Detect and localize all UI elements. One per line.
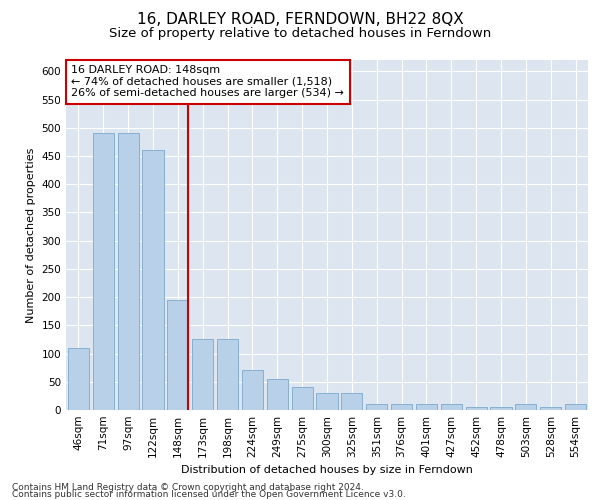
X-axis label: Distribution of detached houses by size in Ferndown: Distribution of detached houses by size … xyxy=(181,466,473,475)
Bar xyxy=(366,404,387,410)
Bar xyxy=(68,348,89,410)
Bar xyxy=(118,134,139,410)
Bar xyxy=(292,388,313,410)
Bar xyxy=(565,404,586,410)
Bar xyxy=(217,340,238,410)
Bar xyxy=(192,340,213,410)
Text: 16 DARLEY ROAD: 148sqm
← 74% of detached houses are smaller (1,518)
26% of semi-: 16 DARLEY ROAD: 148sqm ← 74% of detached… xyxy=(71,66,344,98)
Bar xyxy=(142,150,164,410)
Bar xyxy=(515,404,536,410)
Bar xyxy=(316,393,338,410)
Bar xyxy=(341,393,362,410)
Text: Size of property relative to detached houses in Ferndown: Size of property relative to detached ho… xyxy=(109,28,491,40)
Bar xyxy=(167,300,188,410)
Bar xyxy=(540,407,561,410)
Bar xyxy=(242,370,263,410)
Bar xyxy=(391,404,412,410)
Text: Contains public sector information licensed under the Open Government Licence v3: Contains public sector information licen… xyxy=(12,490,406,499)
Text: Contains HM Land Registry data © Crown copyright and database right 2024.: Contains HM Land Registry data © Crown c… xyxy=(12,484,364,492)
Y-axis label: Number of detached properties: Number of detached properties xyxy=(26,148,36,322)
Bar xyxy=(441,404,462,410)
Bar xyxy=(466,407,487,410)
Bar xyxy=(490,407,512,410)
Text: 16, DARLEY ROAD, FERNDOWN, BH22 8QX: 16, DARLEY ROAD, FERNDOWN, BH22 8QX xyxy=(137,12,463,28)
Bar xyxy=(416,404,437,410)
Bar xyxy=(267,379,288,410)
Bar xyxy=(93,134,114,410)
